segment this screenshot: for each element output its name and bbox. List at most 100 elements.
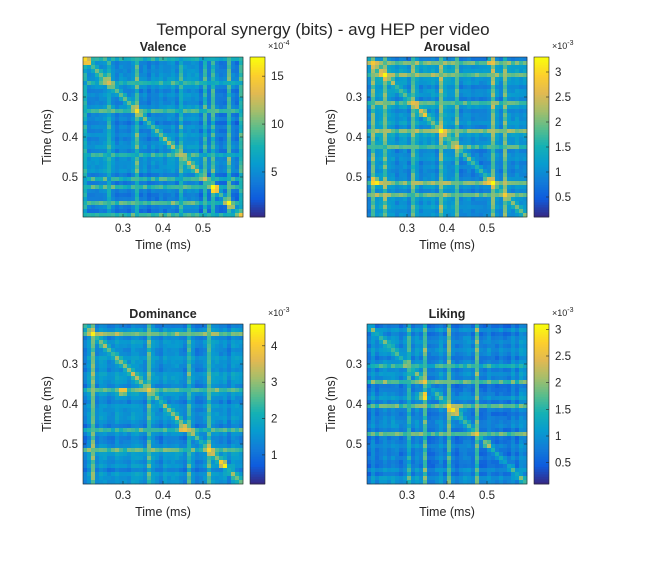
heatmap-cell xyxy=(179,340,184,345)
heatmap-cell xyxy=(227,344,232,349)
heatmap-cell xyxy=(239,360,244,365)
heatmap-cell xyxy=(95,149,100,154)
heatmap-cell xyxy=(219,460,224,465)
heatmap-cell xyxy=(419,129,424,134)
colorbar-step xyxy=(534,134,549,138)
heatmap-cell xyxy=(463,129,468,134)
heatmap-cell xyxy=(219,89,224,94)
heatmap-cell xyxy=(223,400,228,405)
heatmap-cell xyxy=(427,161,432,166)
heatmap-cell xyxy=(159,392,164,397)
heatmap-cell xyxy=(431,177,436,182)
heatmap-cell xyxy=(123,352,128,357)
heatmap-cell xyxy=(83,436,88,441)
heatmap-cell xyxy=(147,113,152,118)
heatmap-cell xyxy=(207,448,212,453)
heatmap-cell xyxy=(511,109,516,114)
heatmap-cell xyxy=(235,69,240,74)
heatmap-cell xyxy=(175,468,180,473)
heatmap-cell xyxy=(187,125,192,130)
heatmap-cell xyxy=(439,157,444,162)
heatmap-cell xyxy=(83,440,88,445)
heatmap-cell xyxy=(175,121,180,126)
heatmap-cell xyxy=(151,73,156,78)
heatmap-cell xyxy=(99,432,104,437)
heatmap-cell xyxy=(235,113,240,118)
colorbar-step xyxy=(250,134,265,138)
heatmap-cell xyxy=(211,448,216,453)
heatmap-cell xyxy=(183,408,188,413)
heatmap-cell xyxy=(231,205,236,210)
heatmap-cell xyxy=(383,73,388,78)
heatmap-cell xyxy=(239,324,244,329)
colorbar-step xyxy=(534,174,549,178)
heatmap-cell xyxy=(83,161,88,166)
heatmap-cell xyxy=(459,181,464,186)
heatmap-cell xyxy=(415,169,420,174)
heatmap-cell xyxy=(211,197,216,202)
heatmap-cell xyxy=(223,145,228,150)
heatmap-cell xyxy=(111,452,116,457)
colorbar-step xyxy=(534,59,549,63)
heatmap-cell xyxy=(487,129,492,134)
heatmap-cell xyxy=(83,157,88,162)
heatmap-cell xyxy=(135,448,140,453)
heatmap-cell xyxy=(107,328,112,333)
heatmap-cell xyxy=(235,153,240,158)
heatmap-cell xyxy=(99,93,104,98)
heatmap-cell xyxy=(151,93,156,98)
heatmap-cell xyxy=(447,73,452,78)
heatmap-cell xyxy=(467,133,472,138)
heatmap-cell xyxy=(515,129,520,134)
heatmap-cell xyxy=(91,444,96,449)
heatmap-cell xyxy=(415,209,420,214)
heatmap-cell xyxy=(187,352,192,357)
heatmap-cell xyxy=(223,460,228,465)
heatmap-cell xyxy=(431,209,436,214)
heatmap-cell xyxy=(131,324,136,329)
heatmap-cell xyxy=(447,209,452,214)
heatmap-cell xyxy=(107,81,112,86)
heatmap-cell xyxy=(167,472,172,477)
heatmap-cell xyxy=(451,209,456,214)
heatmap-cell xyxy=(127,197,132,202)
heatmap-cell xyxy=(375,97,380,102)
heatmap-cell xyxy=(127,57,132,62)
heatmap-cell xyxy=(163,432,168,437)
heatmap-cell xyxy=(483,201,488,206)
heatmap-cell xyxy=(175,81,180,86)
heatmap-cell xyxy=(491,137,496,142)
heatmap-cell xyxy=(487,101,492,106)
heatmap-cell xyxy=(459,113,464,118)
heatmap-cell xyxy=(107,468,112,473)
heatmap-cell xyxy=(171,77,176,82)
heatmap-cell xyxy=(103,404,108,409)
heatmap-cell xyxy=(163,73,168,78)
heatmap-cell xyxy=(155,468,160,473)
heatmap-cell xyxy=(107,157,112,162)
heatmap-cell xyxy=(83,105,88,110)
heatmap-cell xyxy=(219,85,224,90)
heatmap-cell xyxy=(483,145,488,150)
heatmap-cell xyxy=(183,392,188,397)
heatmap-cell xyxy=(167,384,172,389)
heatmap-cell xyxy=(171,384,176,389)
heatmap-cell xyxy=(191,169,196,174)
heatmap-cell xyxy=(151,372,156,377)
heatmap-cell xyxy=(503,105,508,110)
heatmap-cell xyxy=(179,61,184,66)
heatmap-cell xyxy=(95,424,100,429)
heatmap-cell xyxy=(523,101,528,106)
heatmap-cell xyxy=(419,65,424,70)
heatmap-cell xyxy=(171,81,176,86)
heatmap-cell xyxy=(111,428,116,433)
heatmap-cell xyxy=(431,81,436,86)
heatmap-cell xyxy=(83,197,88,202)
heatmap-cell xyxy=(195,412,200,417)
heatmap-cell xyxy=(91,352,96,357)
heatmap-cell xyxy=(423,197,428,202)
heatmap-cell xyxy=(495,73,500,78)
heatmap-cell xyxy=(151,460,156,465)
heatmap-cell xyxy=(103,436,108,441)
heatmap-cell xyxy=(107,348,112,353)
